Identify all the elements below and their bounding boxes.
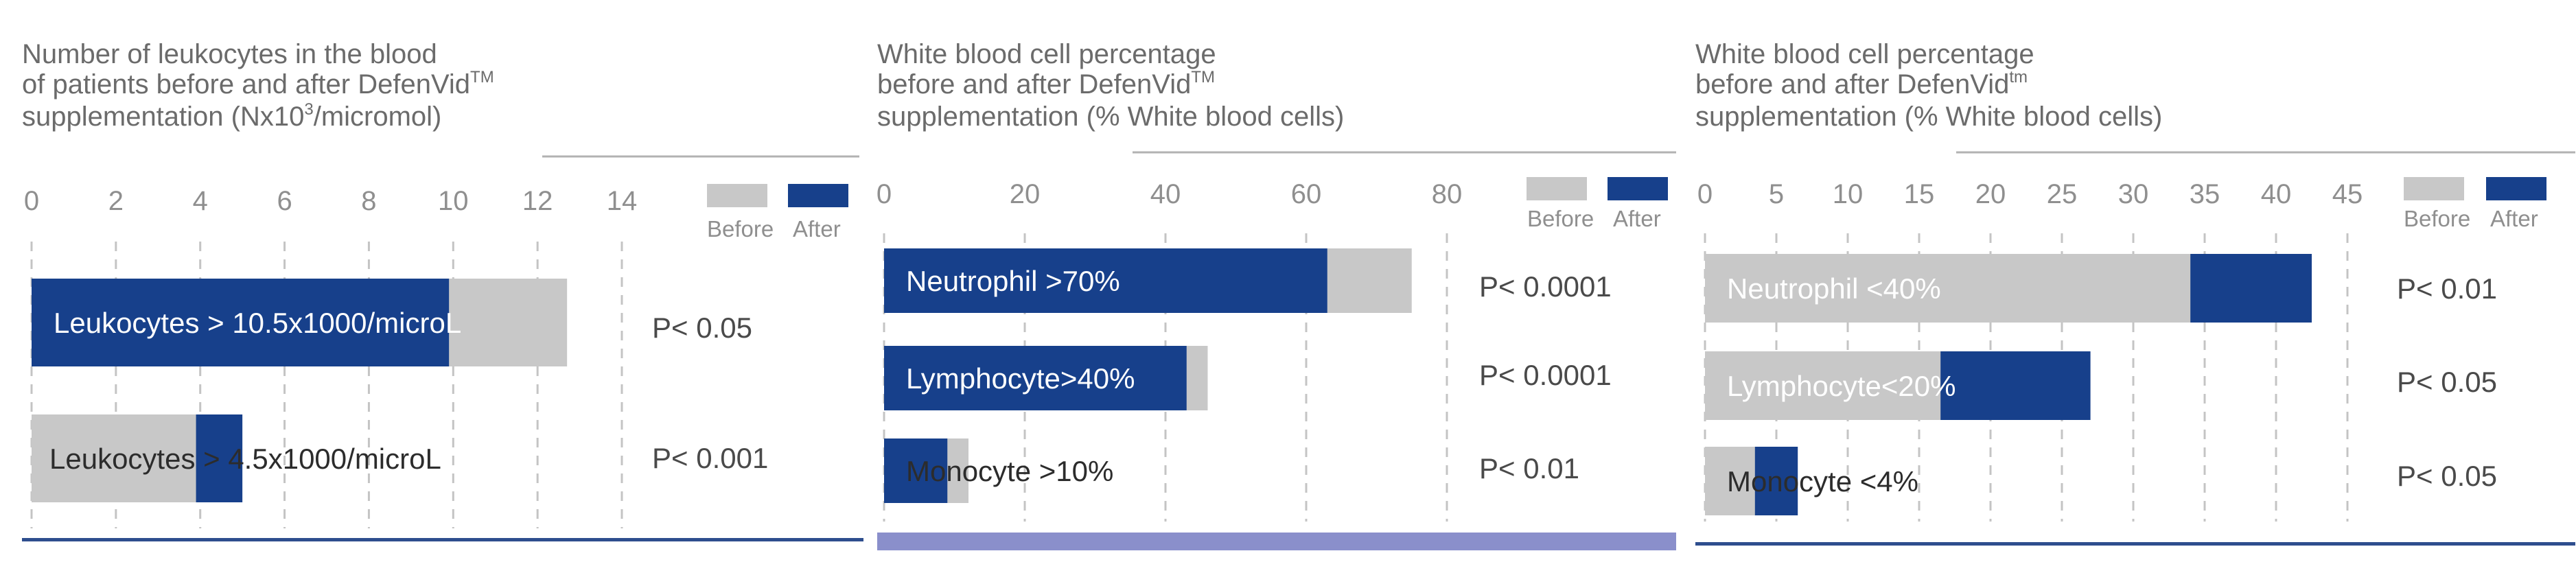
x-tick-label: 0 [877,179,892,209]
exponent-mark: 3 [304,100,313,119]
chart-title-text: /micromol) [314,102,442,132]
x-tick-label: 8 [361,186,376,216]
x-tick-label: 0 [1697,179,1713,209]
chart-title-line: before and after DefenVidTM [877,68,1215,100]
legend-before-label: Before [707,216,774,242]
chart-title-line: supplementation (Nx103/micromol) [22,100,441,132]
bar-after [884,438,948,503]
x-tick-label: 10 [1833,179,1864,209]
legend-after-swatch [2486,177,2546,200]
chart-title-text: before and after DefenVid [877,69,1191,100]
bar-before [1705,254,2191,323]
trademark-mark: TM [1191,68,1215,86]
trademark-mark: tm [2009,68,2028,86]
chart-title-line: before and after DefenVidtm [1695,68,2028,100]
x-tick-label: 60 [1291,179,1322,209]
p-value-label: P< 0.05 [2397,366,2497,398]
bar-before [1705,447,1755,515]
legend-after-swatch [788,184,848,207]
x-tick-label: 12 [522,186,553,216]
chart-title-line: supplementation (% White blood cells) [1695,102,2162,132]
x-tick-label: 20 [1975,179,2006,209]
x-tick-label: 40 [1150,179,1181,209]
x-tick-label: 5 [1769,179,1784,209]
p-value-label: P< 0.01 [1479,452,1579,484]
bar-category-label: Neutrophil >70% [906,265,1120,297]
p-value-label: P< 0.05 [2397,460,2497,492]
chart-title-text: supplementation (Nx10 [22,102,304,132]
bar-category-label: Neutrophil <40% [1727,272,1941,305]
bar-before [32,414,196,502]
p-value-label: P< 0.01 [2397,272,2497,305]
x-tick-label: 2 [108,186,124,216]
x-tick-label: 6 [277,186,292,216]
chart-title-line: supplementation (% White blood cells) [877,102,1344,132]
legend-after-swatch [1608,177,1668,200]
bar-category-label: Monocyte <4% [1727,465,1918,498]
legend-before-label: Before [1527,206,1594,231]
legend-after-label: After [793,216,841,242]
bar-category-label: Leukocytes > 10.5x1000/microL [54,307,461,339]
x-tick-label: 35 [2190,179,2220,209]
x-tick-label: 80 [1432,179,1463,209]
legend-before-swatch [1527,177,1587,200]
x-tick-label: 25 [2047,179,2078,209]
p-value-label: P< 0.001 [652,442,768,474]
legend-after-label: After [2490,206,2538,231]
chart-title-line: White blood cell percentage [1695,39,2034,69]
p-value-label: P< 0.05 [652,312,752,344]
bar-category-label: Monocyte >10% [906,455,1113,487]
bar-before [1705,351,1941,420]
p-value-label: P< 0.0001 [1479,359,1612,391]
chart-title-line: of patients before and after DefenVidTM [22,68,494,100]
legend-after-label: After [1613,206,1661,231]
panel-bottom-rule [877,533,1676,550]
p-value-label: P< 0.0001 [1479,270,1612,303]
chart-title-line: White blood cell percentage [877,39,1216,69]
chart-title-text: of patients before and after DefenVid [22,69,470,100]
bar-after [32,279,450,366]
x-tick-label: 20 [1010,179,1041,209]
bar-after [884,346,1187,410]
x-tick-label: 0 [24,186,39,216]
x-tick-label: 14 [607,186,638,216]
x-tick-label: 4 [193,186,208,216]
chart-title-text: before and after DefenVid [1695,69,2009,100]
bar-category-label: Lymphocyte<20% [1727,370,1956,402]
panel-bottom-rule [22,538,863,541]
panel-bottom-rule [1695,542,2575,546]
legend-before-swatch [2404,177,2464,200]
x-tick-label: 30 [2118,179,2149,209]
x-tick-label: 10 [438,186,469,216]
x-tick-label: 45 [2332,179,2363,209]
legend-before-label: Before [2404,206,2470,231]
bar-category-label: Lymphocyte>40% [906,362,1135,395]
x-tick-label: 15 [1904,179,1935,209]
trademark-mark: TM [470,68,494,86]
legend-before-swatch [707,184,767,207]
chart-title-line: Number of leukocytes in the blood [22,39,437,69]
bar-after [884,248,1327,313]
bar-category-label: Leukocytes > 4.5x1000/microL [49,443,441,475]
x-tick-label: 40 [2261,179,2292,209]
